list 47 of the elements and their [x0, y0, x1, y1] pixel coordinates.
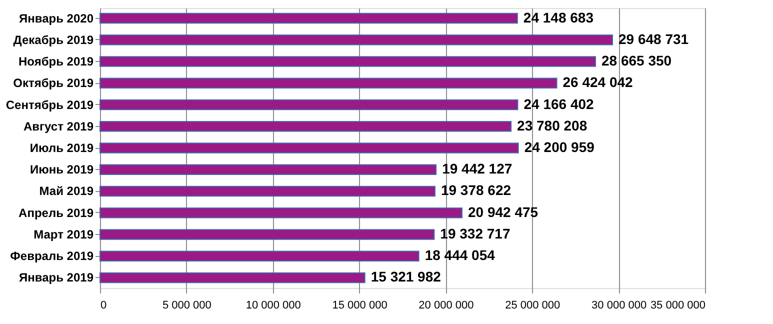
data-label: 23 780 208 [517, 117, 588, 134]
bar [100, 164, 437, 175]
bar [100, 272, 366, 284]
bar [100, 142, 519, 154]
y-tick-label: Октябрь 2019 [13, 76, 94, 90]
x-tick-label: 10 000 000 [246, 300, 301, 312]
data-label: 26 424 042 [562, 74, 634, 90]
x-tick-label: 25 000 000 [505, 300, 560, 312]
data-label: 15 321 982 [370, 268, 442, 285]
y-tick-label: Апрель 2019 [18, 206, 94, 220]
y-tick-label: Ноябрь 2019 [18, 54, 94, 69]
x-tick-label: 0 [100, 300, 107, 312]
data-label: 18 444 054 [424, 247, 496, 264]
x-tick-label: 15 000 000 [332, 300, 388, 312]
data-label: 19 378 622 [440, 182, 512, 198]
bar [100, 121, 512, 132]
y-tick-label: Декабрь 2019 [13, 32, 94, 47]
x-tick-label: 35 000 000 [650, 300, 706, 312]
data-label: 28 665 350 [602, 52, 672, 69]
y-tick-label: Январь 2019 [18, 270, 94, 285]
bar [100, 208, 463, 218]
bar [100, 186, 436, 197]
y-tick-label: Май 2019 [39, 184, 94, 198]
data-label: 24 200 959 [524, 139, 595, 155]
bar [100, 34, 613, 46]
y-tick-label: Июнь 2019 [30, 162, 94, 177]
x-tick-label: 5 000 000 [162, 300, 212, 312]
y-tick-label: Июль 2019 [30, 141, 94, 155]
data-label: 29 648 731 [618, 30, 689, 47]
bar [100, 99, 518, 110]
y-tick-label: Август 2019 [24, 119, 94, 134]
y-tick-label: Январь 2020 [18, 11, 94, 26]
y-tick-label: Март 2019 [34, 227, 94, 242]
bar [100, 78, 558, 88]
bar [100, 229, 435, 240]
x-tick-label: 20 000 000 [418, 300, 474, 312]
bar [100, 12, 518, 24]
data-label: 24 166 402 [524, 96, 594, 112]
data-label: 20 942 475 [468, 204, 538, 220]
y-tick-label: Сентябрь 2019 [6, 98, 94, 112]
data-label: 24 148 683 [523, 9, 594, 26]
data-label: 19 442 127 [442, 160, 512, 177]
y-tick-label: Февраль 2019 [10, 249, 94, 264]
data-label: 19 332 717 [440, 225, 510, 242]
bar [100, 250, 420, 262]
x-tick-label: 30 000 000 [592, 300, 647, 312]
bar [100, 56, 596, 67]
